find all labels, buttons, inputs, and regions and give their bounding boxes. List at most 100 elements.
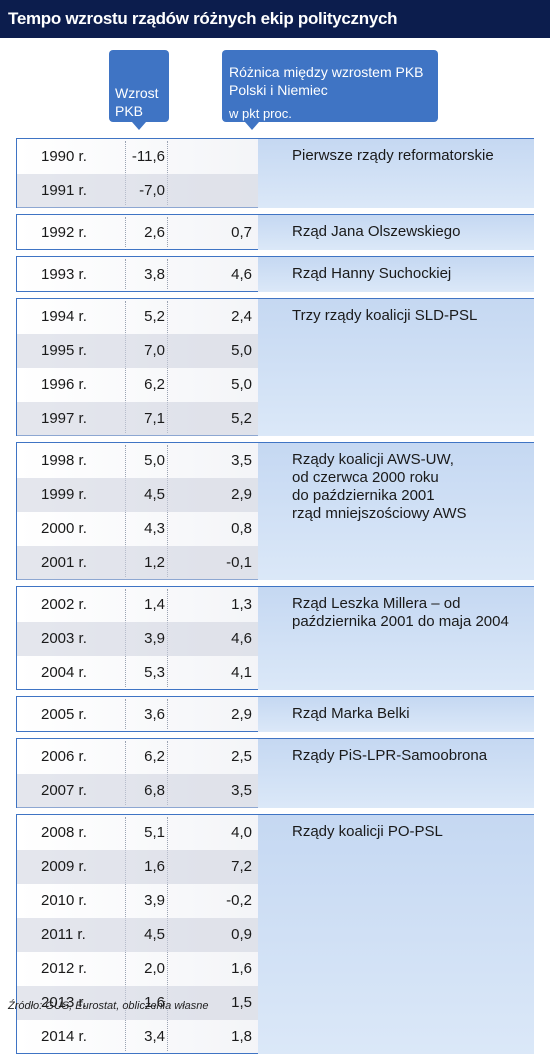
year-cell: 2005 r. [41, 706, 87, 723]
year-cell: 2006 r. [41, 748, 87, 765]
gdp-value: -7,0 [139, 182, 165, 199]
year-cell: 1993 r. [41, 266, 87, 283]
source-note: Źródło: GUS, Eurostat, obliczenia własne [8, 1000, 209, 1012]
government-cell: Rządy koalicji AWS-UW, od czerwca 2000 r… [258, 442, 534, 580]
government-cell: Rządy koalicji PO-PSL [258, 814, 534, 1054]
diff-value: 0,9 [231, 926, 252, 943]
year-cell: 2012 r. [41, 960, 87, 977]
government-label: Rząd Leszka Millera – od października 20… [292, 595, 509, 630]
column-separator [125, 741, 126, 805]
diff-column-header: Różnica między wzrostem PKB Polski i Nie… [222, 50, 438, 122]
table-row: 1996 r. 6,2 5,0 [17, 368, 258, 402]
diff-value: 1,8 [231, 1028, 252, 1045]
table-row: 2007 r. 6,8 3,5 [17, 774, 258, 808]
government-label: Rządy koalicji PO-PSL [292, 823, 443, 840]
government-cell: Rząd Hanny Suchockiej [258, 256, 534, 292]
column-separator [125, 259, 126, 289]
government-label: Rządy koalicji AWS-UW, od czerwca 2000 r… [292, 451, 467, 522]
gdp-value: 7,1 [144, 410, 165, 427]
government-group: Rząd Leszka Millera – od października 20… [16, 586, 534, 690]
column-separator [167, 217, 168, 247]
table-row: 2009 r. 1,6 7,2 [17, 850, 258, 884]
table-row: 2004 r. 5,3 4,1 [17, 656, 258, 690]
year-cell: 2001 r. [41, 554, 87, 571]
table-row: 2001 r. 1,2 -0,1 [17, 546, 258, 580]
government-group: Rządy PiS-LPR-Samoobrona 2006 r. 6,2 2,5 200… [16, 738, 534, 808]
table-row: 1994 r. 5,2 2,4 [17, 300, 258, 334]
government-group: Rządy koalicji AWS-UW, od czerwca 2000 r… [16, 442, 534, 580]
diff-value: 0,7 [231, 224, 252, 241]
government-cell: Rząd Leszka Millera – od października 20… [258, 586, 534, 690]
government-group: Rząd Marka Belki 2005 r. 3,6 2,9 [16, 696, 534, 732]
gdp-value: 2,0 [144, 960, 165, 977]
government-label: Pierwsze rządy reformatorskie [292, 147, 494, 164]
government-label: Trzy rządy koalicji SLD-PSL [292, 307, 478, 324]
year-cell: 2002 r. [41, 596, 87, 613]
government-label: Rząd Marka Belki [292, 705, 410, 722]
year-cell: 1999 r. [41, 486, 87, 503]
year-cell: 1990 r. [41, 148, 87, 165]
year-cell: 2013 r. [41, 994, 87, 1011]
government-label: Rząd Jana Olszewskiego [292, 223, 461, 240]
government-cell: Rząd Jana Olszewskiego [258, 214, 534, 250]
diff-value: 3,5 [231, 452, 252, 469]
table-row: 2005 r. 3,6 2,9 [17, 698, 258, 732]
gdp-value: 3,9 [144, 892, 165, 909]
table-row: 2011 r. 4,5 0,9 [17, 918, 258, 952]
column-separator [167, 141, 168, 205]
table-row: 1997 r. 7,1 5,2 [17, 402, 258, 436]
gdp-value: 1,2 [144, 554, 165, 571]
table-row: 2014 r. 3,4 1,8 [17, 1020, 258, 1054]
diff-value: 4,0 [231, 824, 252, 841]
government-cell: Trzy rządy koalicji SLD-PSL [258, 298, 534, 436]
gdp-value: 5,1 [144, 824, 165, 841]
year-cell: 2007 r. [41, 782, 87, 799]
government-label: Rządy PiS-LPR-Samoobrona [292, 747, 488, 764]
diff-value: 2,9 [231, 486, 252, 503]
government-group: Pierwsze rządy reformatorskie 1990 r. -11,… [16, 138, 534, 208]
gdp-value: 2,6 [144, 224, 165, 241]
column-separator [125, 217, 126, 247]
column-separator [167, 699, 168, 729]
year-cell: 1998 r. [41, 452, 87, 469]
year-cell: 2010 r. [41, 892, 87, 909]
government-group: Rząd Jana Olszewskiego 1992 r. 2,6 0,7 [16, 214, 534, 250]
diff-value: 2,9 [231, 706, 252, 723]
gdp-value: 4,5 [144, 926, 165, 943]
diff-value: -0,1 [226, 554, 252, 571]
gdp-value: 5,3 [144, 664, 165, 681]
gdp-value: 3,9 [144, 630, 165, 647]
government-label: Rząd Hanny Suchockiej [292, 265, 452, 282]
government-cell: Rząd Marka Belki [258, 696, 534, 732]
diff-value: 7,2 [231, 858, 252, 875]
gdp-value: 6,8 [144, 782, 165, 799]
table-row: 2008 r. 5,1 4,0 [17, 816, 258, 850]
year-cell: 2000 r. [41, 520, 87, 537]
column-separator [167, 741, 168, 805]
table-row: 1990 r. -11,6 [17, 140, 258, 174]
diff-value: 5,0 [231, 376, 252, 393]
diff-value: 3,5 [231, 782, 252, 799]
diff-column-unit: w pkt proc. [229, 106, 292, 121]
gdp-value: 1,4 [144, 596, 165, 613]
gdp-value: 4,5 [144, 486, 165, 503]
table-row: 2012 r. 2,0 1,6 [17, 952, 258, 986]
year-cell: 2008 r. [41, 824, 87, 841]
gdp-value: 3,8 [144, 266, 165, 283]
government-group: Rządy koalicji PO-PSL 2008 r. 5,1 4,0 2009 r… [16, 814, 534, 1054]
government-cell: Pierwsze rządy reformatorskie [258, 138, 534, 208]
table-row: 1998 r. 5,0 3,5 [17, 444, 258, 478]
gdp-value: 7,0 [144, 342, 165, 359]
diff-value: 5,2 [231, 410, 252, 427]
column-separator [125, 699, 126, 729]
diff-value: 4,6 [231, 630, 252, 647]
diff-value: 5,0 [231, 342, 252, 359]
chart-title: Tempo wzrostu rządów różnych ekip polity… [0, 0, 550, 38]
table-row: 1992 r. 2,6 0,7 [17, 216, 258, 250]
table-row: 1999 r. 4,5 2,9 [17, 478, 258, 512]
diff-value: 1,3 [231, 596, 252, 613]
gdp-value: 3,4 [144, 1028, 165, 1045]
table-row: 2010 r. 3,9 -0,2 [17, 884, 258, 918]
diff-value: -0,2 [226, 892, 252, 909]
column-separator [125, 141, 126, 205]
